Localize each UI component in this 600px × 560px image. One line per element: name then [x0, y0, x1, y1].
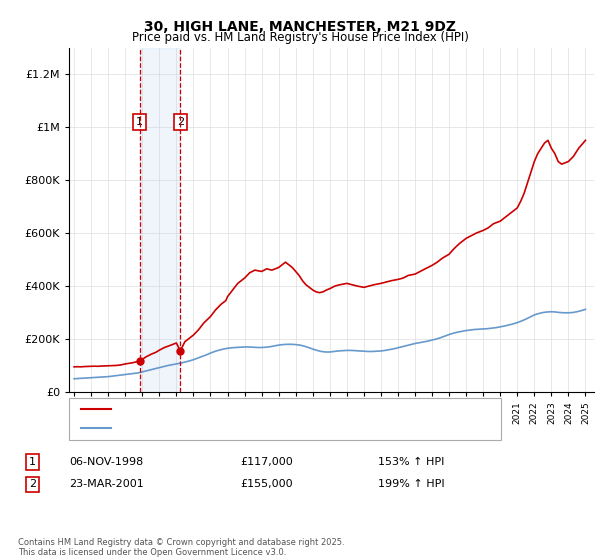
Text: HPI: Average price, semi-detached house, Manchester: HPI: Average price, semi-detached house,…: [117, 423, 400, 433]
Text: 153% ↑ HPI: 153% ↑ HPI: [378, 457, 445, 467]
Bar: [140, 48, 180, 392]
Text: 30, HIGH LANE, MANCHESTER, M21 9DZ: 30, HIGH LANE, MANCHESTER, M21 9DZ: [144, 20, 456, 34]
Text: £155,000: £155,000: [240, 479, 293, 489]
Text: 30, HIGH LANE, MANCHESTER, M21 9DZ (semi-detached house): 30, HIGH LANE, MANCHESTER, M21 9DZ (semi…: [117, 404, 450, 414]
Text: 2: 2: [29, 479, 36, 489]
Text: 199% ↑ HPI: 199% ↑ HPI: [378, 479, 445, 489]
Text: 1: 1: [29, 457, 36, 467]
Text: £117,000: £117,000: [240, 457, 293, 467]
Text: 1: 1: [136, 117, 143, 127]
Text: Price paid vs. HM Land Registry's House Price Index (HPI): Price paid vs. HM Land Registry's House …: [131, 31, 469, 44]
Text: 2: 2: [177, 117, 184, 127]
Text: Contains HM Land Registry data © Crown copyright and database right 2025.
This d: Contains HM Land Registry data © Crown c…: [18, 538, 344, 557]
Text: 23-MAR-2001: 23-MAR-2001: [69, 479, 144, 489]
Text: 06-NOV-1998: 06-NOV-1998: [69, 457, 143, 467]
